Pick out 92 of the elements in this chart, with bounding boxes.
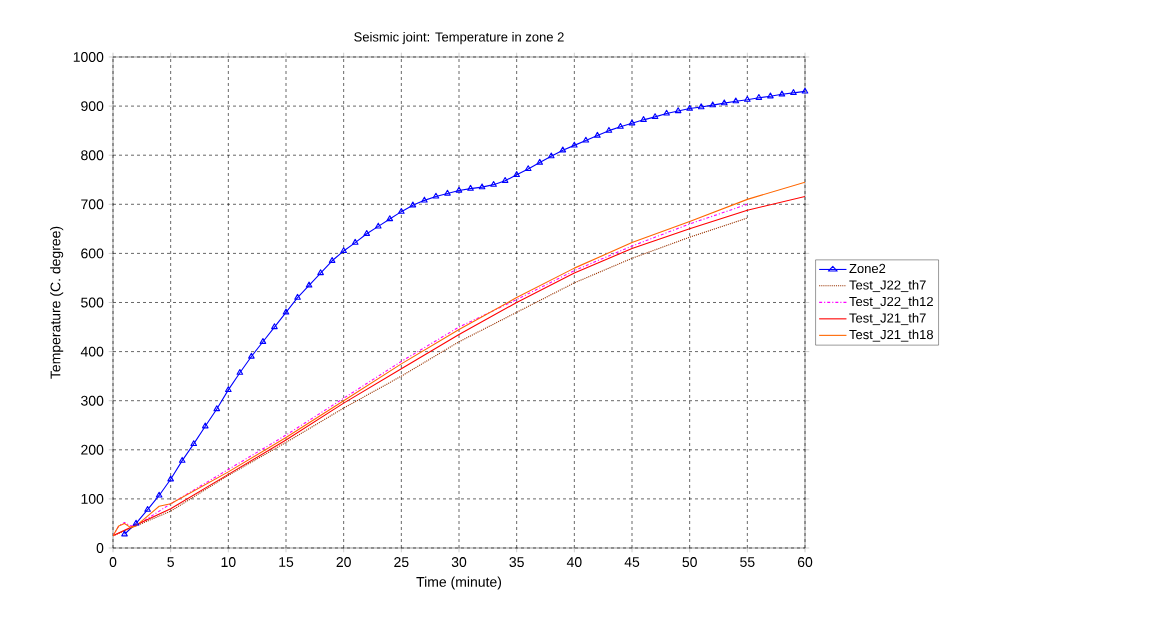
point: [282, 308, 290, 315]
point: [720, 99, 728, 106]
y-tick-label: 700: [81, 199, 104, 210]
y-axis-title: Temperature (C. degree): [50, 226, 64, 379]
x-tick-label: 5: [167, 557, 174, 567]
y-tick-label: 0: [96, 543, 104, 553]
point: [755, 93, 763, 100]
legend-label: Test_J22_th12: [849, 296, 933, 309]
point: [490, 180, 497, 187]
point: [524, 165, 532, 172]
point: [663, 109, 670, 116]
point: [444, 189, 451, 196]
chart-title: Seismic joint: Temperature in zone 2: [354, 32, 564, 45]
point: [363, 230, 371, 236]
point: [709, 101, 717, 108]
y-tick-label: 500: [81, 297, 104, 308]
point: [386, 215, 394, 222]
point: [594, 131, 601, 138]
point: [432, 192, 440, 199]
point: [801, 87, 809, 94]
y-tick-label: 900: [81, 101, 104, 112]
point: [455, 186, 463, 193]
point: [271, 323, 278, 330]
point: [536, 158, 544, 165]
x-tick-label: 25: [394, 557, 409, 568]
point: [651, 113, 659, 120]
point: [340, 247, 347, 254]
x-tick-label: 0: [109, 557, 117, 568]
point: [513, 171, 520, 177]
point: [628, 119, 636, 126]
y-tick-label: 800: [81, 150, 104, 161]
point: [155, 491, 163, 498]
point: [674, 107, 682, 114]
point: [605, 126, 613, 133]
point: [190, 440, 198, 447]
x-tick-label: 40: [566, 557, 582, 568]
point: [686, 104, 693, 111]
x-tick-label: 20: [336, 557, 351, 568]
point: [732, 97, 740, 104]
point: [305, 281, 313, 288]
point: [121, 530, 128, 537]
point: [398, 207, 405, 214]
point: [744, 95, 751, 102]
point: [421, 196, 428, 203]
point: [351, 238, 359, 245]
point: [259, 338, 267, 344]
legend-label: Test_J21_th18: [849, 329, 933, 342]
y-tick-label: 300: [81, 395, 104, 406]
point: [213, 405, 221, 412]
point: [201, 422, 209, 429]
y-tick-label: 600: [81, 248, 104, 259]
y-tick-label: 1000: [73, 52, 104, 62]
legend-label: Zone2: [849, 263, 886, 274]
point: [547, 152, 555, 159]
y-tick-label: 400: [80, 346, 104, 357]
x-axis-title: Time (minute): [416, 576, 502, 590]
point: [409, 201, 417, 208]
x-tick-label: 55: [740, 557, 755, 567]
point: [571, 141, 578, 148]
legend-label: Test_J22_th7: [849, 280, 926, 293]
point: [236, 368, 244, 375]
point: [697, 103, 705, 110]
point: [328, 257, 336, 263]
x-tick-label: 35: [509, 557, 524, 568]
x-tick-label: 60: [797, 557, 813, 568]
point: [178, 456, 186, 463]
y-tick-label: 200: [81, 444, 104, 455]
point: [617, 122, 624, 129]
point: [317, 269, 324, 276]
point: [478, 183, 486, 190]
x-tick-label: 50: [682, 557, 697, 568]
x-tick-label: 45: [624, 557, 640, 567]
point: [778, 90, 786, 97]
x-tick-label: 15: [279, 557, 294, 567]
point: [640, 116, 647, 122]
x-tick-label: 30: [451, 557, 467, 568]
legend-label: Test_J21_th7: [849, 313, 926, 326]
point: [582, 136, 590, 143]
point: [467, 184, 474, 191]
point: [248, 352, 255, 359]
point: [132, 519, 140, 526]
point: [501, 176, 509, 183]
point: [790, 89, 797, 95]
point: [767, 92, 774, 99]
point: [144, 505, 151, 512]
point: [374, 222, 382, 229]
point: [225, 386, 232, 393]
x-tick-label: 10: [221, 557, 236, 568]
point: [167, 475, 174, 482]
point: [294, 293, 301, 300]
y-tick-label: 100: [81, 493, 104, 504]
point: [559, 146, 567, 153]
